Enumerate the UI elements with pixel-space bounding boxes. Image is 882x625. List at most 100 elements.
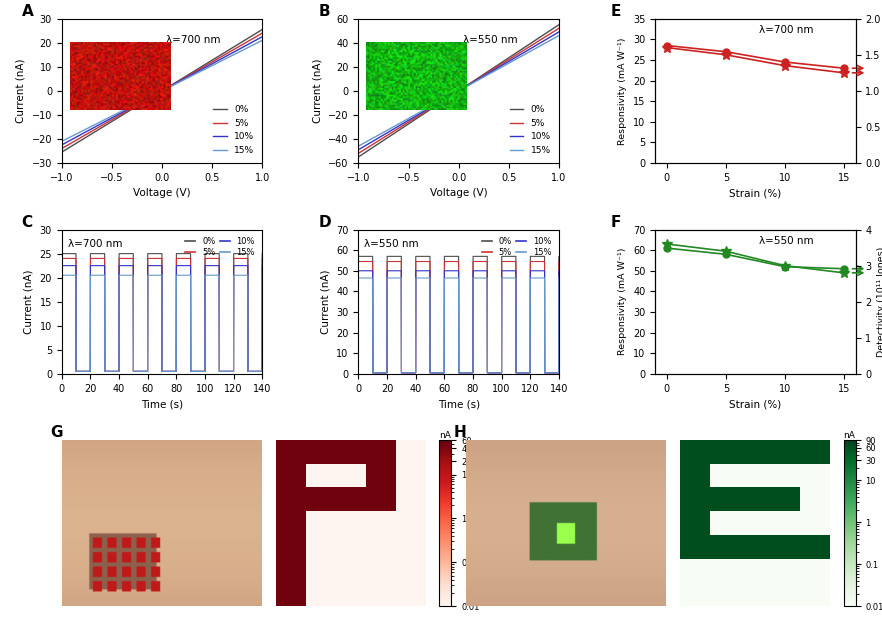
10% <box>56 141 67 149</box>
Y-axis label: Responsivity (mA W⁻¹): Responsivity (mA W⁻¹) <box>618 37 627 144</box>
5% <box>178 254 189 262</box>
0% <box>444 253 454 260</box>
15% <box>353 274 363 282</box>
15% <box>475 274 485 282</box>
5% <box>365 142 376 149</box>
Legend: 0%, 5%, 10%, 15%: 0%, 5%, 10%, 15% <box>479 234 555 260</box>
Line: 15%: 15% <box>358 36 559 146</box>
15% <box>365 136 376 143</box>
0% <box>362 148 372 156</box>
10% <box>444 267 454 274</box>
0% <box>56 250 67 258</box>
0% <box>131 368 142 375</box>
0% <box>71 368 81 375</box>
15% <box>71 368 81 375</box>
Text: G: G <box>49 425 63 440</box>
0% <box>511 369 521 376</box>
0% <box>257 250 267 258</box>
Legend: 0%, 5%, 10%, 15%: 0%, 5%, 10%, 15% <box>210 102 258 159</box>
Text: λ=700 nm: λ=700 nm <box>166 35 220 45</box>
0% <box>257 26 267 33</box>
5% <box>257 254 267 262</box>
5% <box>552 369 563 376</box>
0% <box>428 369 438 376</box>
0% <box>391 129 401 136</box>
10% <box>221 368 232 375</box>
0% <box>214 368 225 375</box>
10% <box>93 121 104 129</box>
0% <box>93 126 104 133</box>
Line: 5%: 5% <box>358 28 559 153</box>
10% <box>536 38 547 46</box>
15% <box>511 369 521 376</box>
15% <box>554 274 564 282</box>
10% <box>391 124 401 132</box>
0% <box>221 368 232 375</box>
10% <box>518 369 528 376</box>
0% <box>64 144 75 151</box>
10% <box>214 368 225 375</box>
10% <box>353 146 363 154</box>
0% <box>518 369 528 376</box>
15% <box>362 138 372 146</box>
10% <box>64 137 75 144</box>
Text: λ=700 nm: λ=700 nm <box>68 239 123 249</box>
15% <box>543 38 554 45</box>
0% <box>407 118 417 126</box>
10% <box>131 368 142 375</box>
10% <box>554 28 564 36</box>
15% <box>518 369 528 376</box>
10% <box>240 42 250 50</box>
5% <box>368 369 378 376</box>
10% <box>353 267 363 274</box>
10% <box>257 33 267 41</box>
10% <box>511 369 521 376</box>
Text: C: C <box>22 215 33 230</box>
0% <box>147 250 158 258</box>
15% <box>536 41 547 49</box>
0% <box>56 148 67 156</box>
15% <box>56 271 67 279</box>
10% <box>147 262 158 269</box>
Line: 10%: 10% <box>62 37 262 145</box>
0% <box>178 250 189 258</box>
Text: A: A <box>22 4 34 19</box>
15% <box>444 274 454 282</box>
0% <box>353 153 363 161</box>
10% <box>178 262 189 269</box>
15% <box>247 42 258 49</box>
5% <box>475 258 485 265</box>
5% <box>247 35 258 42</box>
0% <box>554 21 564 29</box>
5% <box>131 368 142 375</box>
0% <box>543 28 554 35</box>
5% <box>353 258 363 265</box>
0% <box>475 253 485 260</box>
15% <box>240 45 250 53</box>
Text: E: E <box>611 4 621 19</box>
0% <box>552 369 563 376</box>
10% <box>365 139 376 146</box>
15% <box>407 113 417 121</box>
15% <box>69 131 79 139</box>
Text: λ=550 nm: λ=550 nm <box>364 239 419 249</box>
10% <box>552 369 563 376</box>
Line: 0%: 0% <box>62 29 262 152</box>
15% <box>56 138 67 145</box>
15% <box>428 369 438 376</box>
15% <box>256 368 266 375</box>
0% <box>256 368 266 375</box>
10% <box>256 368 266 375</box>
15% <box>391 122 401 129</box>
Y-axis label: Current (nA): Current (nA) <box>321 269 331 334</box>
15% <box>554 32 564 39</box>
5% <box>554 24 564 32</box>
Line: 0%: 0% <box>358 256 559 372</box>
5% <box>444 258 454 265</box>
15% <box>552 369 563 376</box>
5% <box>71 368 81 375</box>
10% <box>407 114 417 122</box>
X-axis label: Strain (%): Strain (%) <box>729 399 781 409</box>
15% <box>257 37 267 44</box>
Line: 5%: 5% <box>62 258 262 371</box>
